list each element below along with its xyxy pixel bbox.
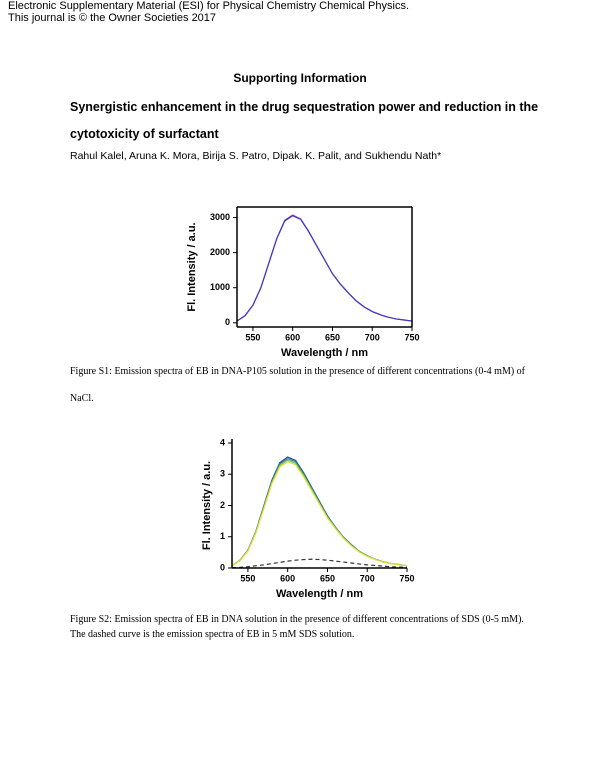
x-tick-label: 550 (240, 573, 255, 583)
authors: Rahul Kalel, Aruna K. Mora, Birija S. Pa… (70, 150, 442, 162)
x-tick-label: 750 (399, 573, 414, 583)
header-line: Electronic Supplementary Material (ESI) … (8, 0, 410, 12)
series-line (231, 461, 408, 567)
y-axis-label: Fl. Intensity / a.u. (186, 222, 198, 311)
x-tick-label: 600 (285, 332, 300, 342)
x-tick-label: 700 (365, 332, 380, 342)
x-tick-label: 650 (320, 573, 335, 583)
x-tick-label: 550 (245, 332, 260, 342)
caption: Figure S2: Emission spectra of EB in DNA… (70, 614, 524, 640)
series-line (231, 456, 408, 567)
x-tick-label: 650 (325, 332, 340, 342)
chart: 550 600 650 700 750 0 1 2 3 4 Wavelength / nm Fl. I… (201, 437, 415, 600)
y-tick-label: 2000 (210, 247, 230, 257)
header-line: This journal is © the Owner Societies 20… (8, 12, 217, 24)
y-axis-label: Fl. Intensity / a.u. (201, 461, 213, 550)
series-line (236, 215, 413, 322)
series-line (231, 457, 408, 567)
series-line (236, 214, 413, 322)
x-axis-label: Wavelength / nm (276, 588, 363, 600)
chart: 550 600 650 700 750 0 1000 2000 3000 Wavelength /… (186, 206, 420, 359)
y-tick-label: 2 (220, 500, 225, 510)
x-axis-label: Wavelength / nm (281, 347, 368, 359)
y-tick-label: 1 (220, 531, 225, 541)
series-line (231, 558, 408, 569)
y-tick-label: 3000 (210, 212, 230, 222)
y-tick-label: 0 (225, 317, 230, 327)
title: Synergistic enhancement in the drug sequ… (70, 100, 539, 141)
y-tick-label: 0 (220, 562, 225, 572)
x-tick-label: 700 (360, 573, 375, 583)
caption: Figure S1: Emission spectra of EB in DNA… (70, 366, 526, 404)
y-tick-label: 1000 (210, 282, 230, 292)
heading: Supporting Information (233, 71, 367, 85)
y-tick-label: 4 (220, 437, 225, 447)
x-tick-label: 750 (404, 332, 419, 342)
y-tick-label: 3 (220, 469, 225, 479)
series-line (231, 459, 408, 567)
x-tick-label: 600 (280, 573, 295, 583)
